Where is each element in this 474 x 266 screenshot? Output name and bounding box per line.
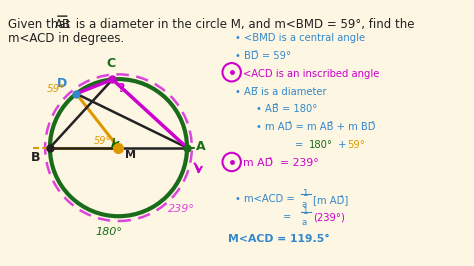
Text: • AB̅ is a diameter: • AB̅ is a diameter — [236, 86, 327, 97]
Text: • m<ACD =: • m<ACD = — [236, 194, 298, 204]
Text: <ACD is an inscribed angle: <ACD is an inscribed angle — [243, 69, 379, 78]
Text: m AD̂  = 239°: m AD̂ = 239° — [243, 158, 319, 168]
Text: • m AD̂ = m AB̂ + m BD̂: • m AD̂ = m AB̂ + m BD̂ — [255, 122, 375, 132]
Text: 180°: 180° — [96, 227, 123, 237]
Text: D: D — [57, 77, 67, 90]
Text: 59°: 59° — [94, 136, 111, 146]
Text: [m AD̂]: [m AD̂] — [313, 194, 348, 205]
Text: • <BMD is a central angle: • <BMD is a central angle — [236, 33, 365, 43]
Text: • BD̂ = 59°: • BD̂ = 59° — [236, 51, 292, 61]
Text: A: A — [196, 140, 206, 153]
Polygon shape — [113, 143, 118, 148]
Text: • AB̂ = 180°: • AB̂ = 180° — [255, 105, 317, 114]
Text: 180°: 180° — [309, 140, 333, 150]
Text: Given that: Given that — [8, 18, 74, 31]
Text: (239°): (239°) — [313, 212, 345, 222]
Text: M<ACD = 119.5°: M<ACD = 119.5° — [228, 234, 330, 244]
Text: m<ACD in degrees.: m<ACD in degrees. — [8, 32, 124, 45]
Text: M: M — [125, 149, 136, 160]
Text: 239°: 239° — [168, 204, 195, 214]
Text: B: B — [31, 151, 41, 164]
Text: 59°: 59° — [47, 84, 65, 94]
Text: AB: AB — [55, 18, 71, 31]
Text: +: + — [335, 140, 349, 150]
Text: is a diameter in the circle M, and m<BMD = 59°, find the: is a diameter in the circle M, and m<BMD… — [73, 18, 415, 31]
Polygon shape — [110, 80, 115, 81]
Text: 1: 1 — [301, 207, 307, 216]
Text: =: = — [295, 140, 307, 150]
Text: a: a — [301, 201, 307, 210]
Text: =: = — [283, 212, 295, 222]
Text: a: a — [301, 218, 307, 227]
Text: C: C — [106, 57, 115, 70]
Text: ?: ? — [117, 82, 125, 95]
Text: 59°: 59° — [347, 140, 365, 150]
Text: 1: 1 — [301, 189, 307, 198]
